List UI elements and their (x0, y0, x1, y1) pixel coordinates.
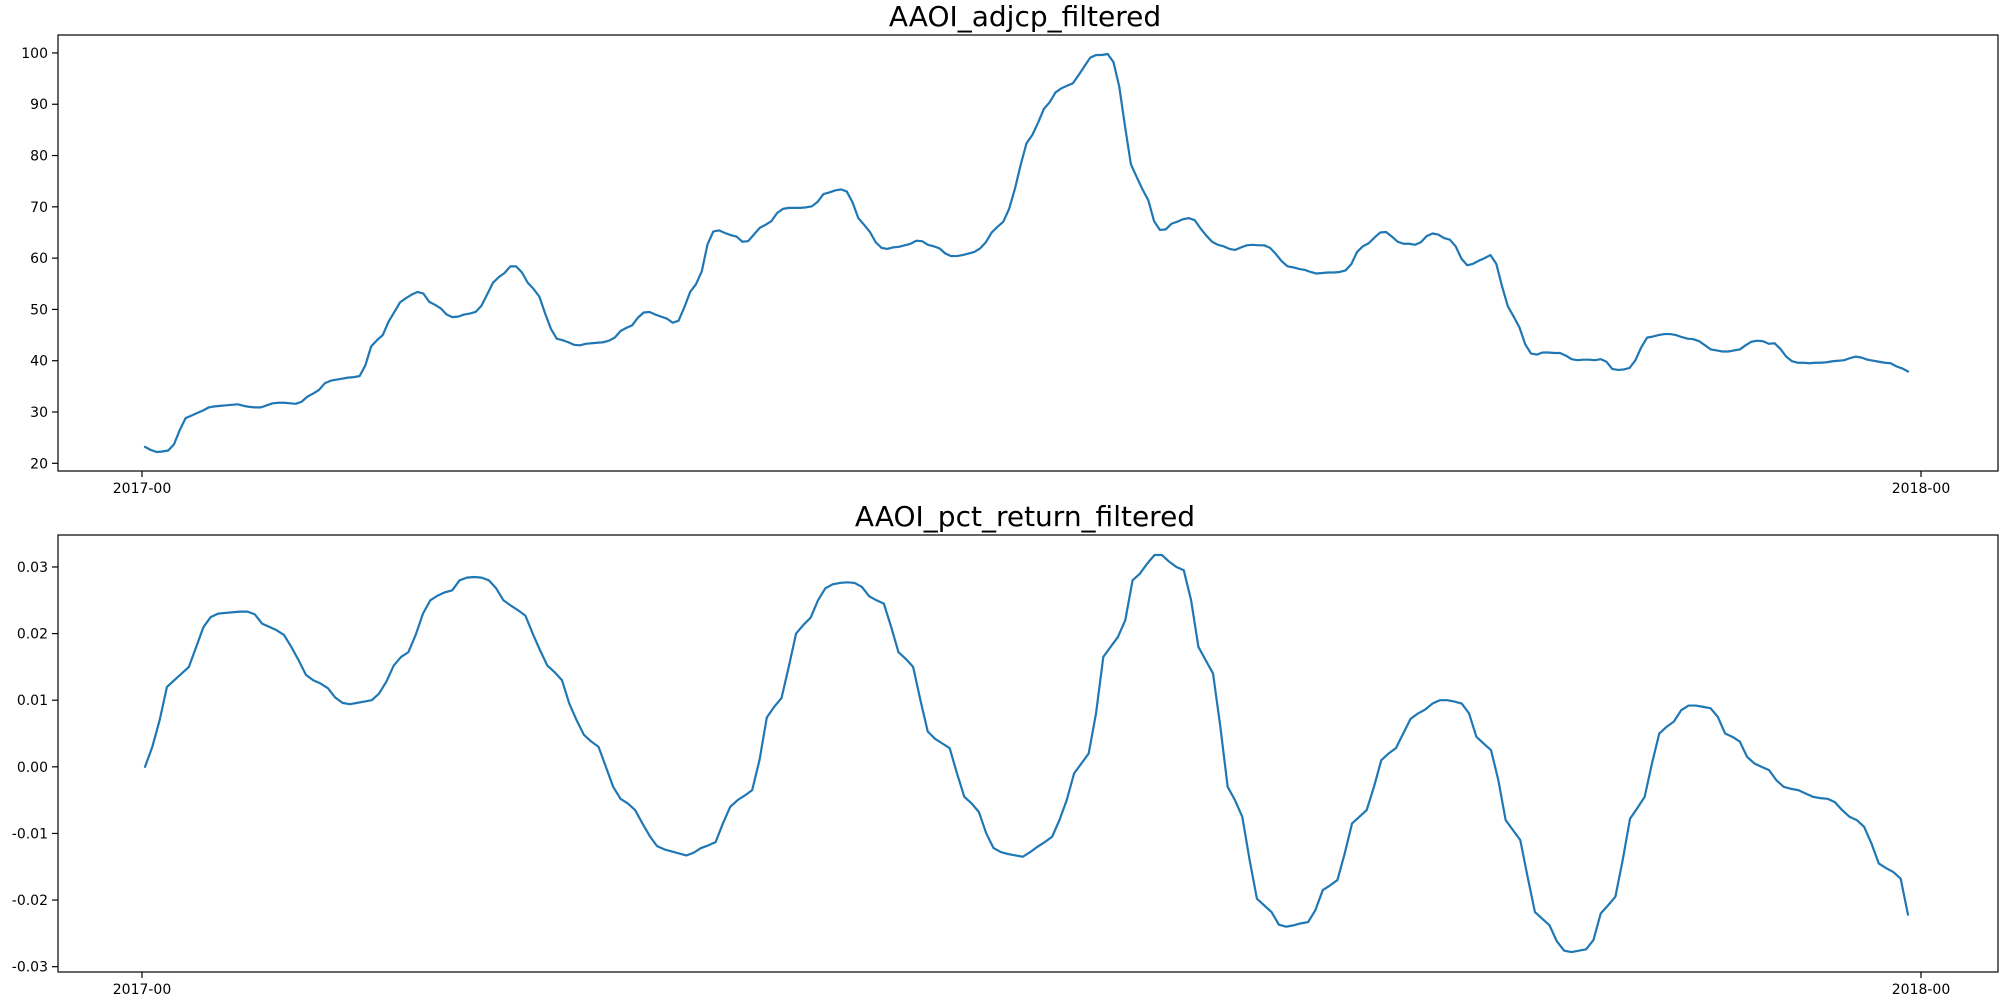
y-tick-label: 40 (30, 354, 48, 370)
y-tick-label: 30 (30, 405, 48, 421)
x-tick-label: 2018-00 (1892, 982, 1951, 998)
y-tick-label: 20 (30, 456, 48, 472)
axes-frame (57, 34, 1999, 472)
x-tick-label: 2018-00 (1892, 481, 1951, 497)
y-tick-label: 0.02 (17, 627, 48, 643)
y-tick-label: 0.00 (17, 760, 48, 776)
x-tick-label: 2017-00 (113, 982, 172, 998)
y-tick-label: 0.03 (17, 560, 48, 576)
axes-frame (57, 534, 1999, 973)
x-tick-label: 2017-00 (113, 481, 172, 497)
y-tick-label: 60 (30, 251, 48, 267)
chart-title: AAOI_pct_return_filtered (855, 500, 1195, 533)
y-axis: 20 30 40 50 60 70 80 90 100 (21, 46, 58, 472)
y-tick-label: 100 (21, 46, 48, 62)
y-tick-label: -0.02 (12, 893, 48, 909)
y-tick-label: 50 (30, 302, 48, 318)
y-tick-label: 80 (30, 149, 48, 165)
chart-pct-return: AAOI_pct_return_filtered -0.03 -0.02 -0.01… (12, 500, 1999, 998)
y-tick-label: -0.03 (12, 960, 48, 976)
y-tick-label: 90 (30, 97, 48, 113)
y-tick-label: -0.01 (12, 826, 48, 842)
y-tick-label: 70 (30, 200, 48, 216)
x-axis: 2017-00 2018-00 (113, 972, 1951, 998)
x-axis: 2017-00 2018-00 (113, 471, 1951, 497)
chart-title: AAOI_adjcp_filtered (889, 0, 1161, 33)
series-line-pct-return (143, 553, 1910, 954)
y-axis: -0.03 -0.02 -0.01 0.00 0.01 0.02 0.03 (12, 560, 58, 976)
y-tick-label: 0.01 (17, 693, 48, 709)
chart-adjcp: AAOI_adjcp_filtered 2030405060708090100 … (21, 0, 1999, 497)
series-line-adjcp (143, 52, 1910, 454)
